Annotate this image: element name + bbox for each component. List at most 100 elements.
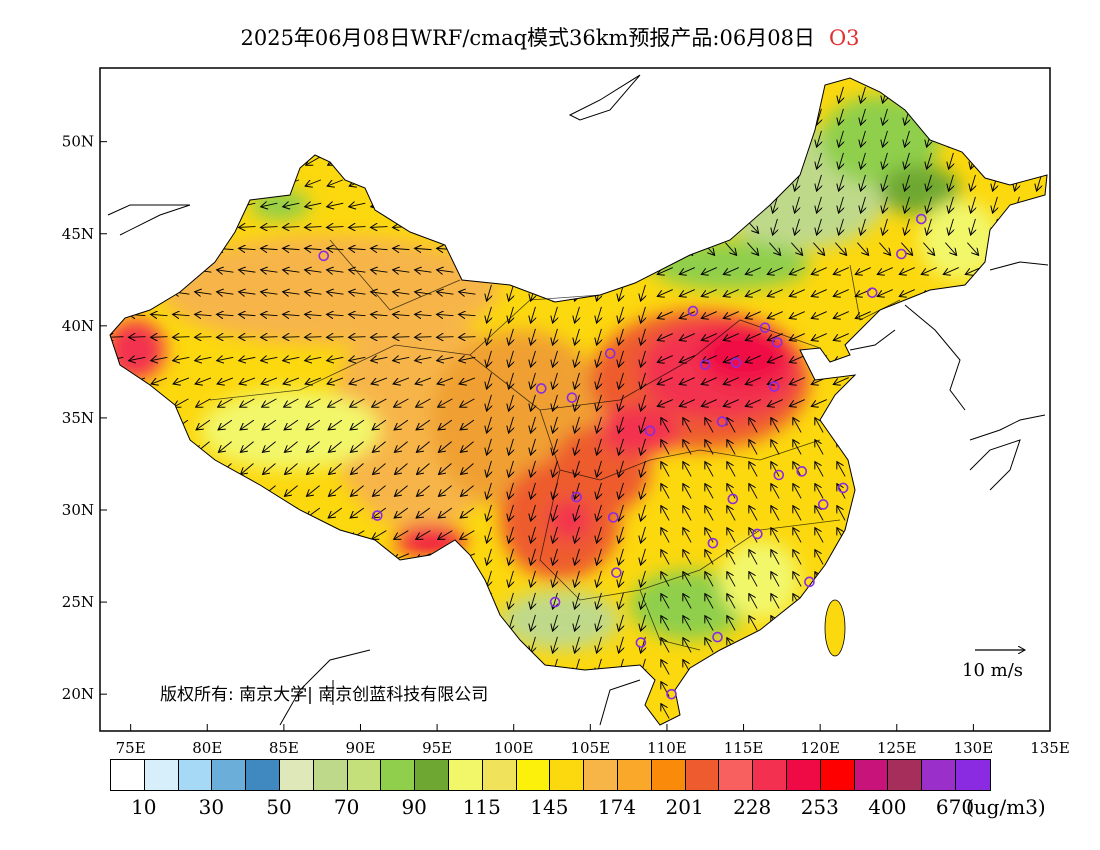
city-marker bbox=[716, 416, 728, 427]
wind-arrow bbox=[723, 267, 739, 275]
wind-arrow bbox=[415, 248, 432, 249]
wind-arrow bbox=[509, 350, 514, 367]
lon-tick-label: 75E bbox=[116, 739, 146, 757]
wind-arrow bbox=[305, 179, 322, 186]
wind-arrow bbox=[991, 462, 1000, 477]
wind-arrow bbox=[531, 130, 536, 147]
wind-arrow bbox=[261, 227, 278, 228]
wind-arrow bbox=[793, 462, 802, 477]
wind-arrow bbox=[987, 355, 1003, 363]
wind-arrow bbox=[328, 111, 342, 123]
wind-arrow bbox=[110, 553, 124, 561]
wind-arrow bbox=[859, 418, 868, 433]
wind-arrow bbox=[283, 337, 300, 338]
wind-arrow bbox=[110, 179, 124, 186]
wind-arrow bbox=[879, 242, 890, 256]
wind-arrow bbox=[553, 196, 558, 213]
city-marker bbox=[635, 637, 647, 648]
wind-arrow bbox=[283, 600, 300, 601]
wind-arrow bbox=[861, 152, 866, 169]
wind-arrow bbox=[575, 240, 580, 257]
legend-color-cell bbox=[753, 760, 787, 790]
wind-arrow bbox=[393, 203, 410, 207]
wind-arrow bbox=[703, 154, 714, 168]
legend-color-cell bbox=[448, 760, 483, 790]
wind-arrow bbox=[553, 350, 558, 367]
wind-arrow bbox=[152, 398, 167, 407]
wind-arrow bbox=[174, 111, 188, 123]
wind-arrow bbox=[949, 130, 954, 147]
wind-arrow bbox=[597, 570, 602, 587]
wind-arrow bbox=[415, 227, 432, 228]
wind-arrow bbox=[881, 660, 890, 675]
wind-arrow bbox=[553, 636, 558, 653]
wind-arrow bbox=[725, 132, 736, 146]
wind-arrow bbox=[659, 242, 670, 256]
wind-arrow bbox=[993, 130, 998, 147]
wind-arrow bbox=[727, 704, 736, 719]
wind-arrow bbox=[509, 460, 514, 477]
legend-label: 400 bbox=[868, 795, 907, 819]
wind-arrow bbox=[925, 704, 934, 719]
wind-arrow bbox=[723, 289, 739, 297]
wind-arrow bbox=[531, 504, 536, 521]
wind-arrow bbox=[130, 398, 145, 407]
wind-arrow bbox=[393, 292, 410, 294]
wind-arrow bbox=[129, 179, 146, 186]
wind-arrow bbox=[285, 89, 298, 100]
wind-arrow bbox=[487, 504, 492, 521]
legend-color-cell bbox=[279, 760, 314, 790]
wind-arrow bbox=[683, 704, 692, 719]
wind-arrow bbox=[903, 550, 912, 565]
wind-arrow bbox=[240, 111, 254, 123]
latitude-axis: 20N 25N 30N 35N 40N 45N 50N bbox=[62, 133, 107, 703]
wind-arrow bbox=[855, 311, 871, 319]
wind-arrow bbox=[531, 548, 536, 565]
wind-arrow bbox=[393, 248, 410, 249]
wind-arrow bbox=[1031, 267, 1047, 275]
wind-arrow bbox=[416, 156, 431, 165]
wind-arrow bbox=[217, 179, 234, 186]
wind-arrow bbox=[393, 270, 410, 272]
wind-arrow bbox=[195, 179, 212, 186]
wind-arrow bbox=[1037, 218, 1042, 235]
wind-arrow bbox=[173, 357, 190, 360]
wind-arrow bbox=[531, 680, 536, 697]
legend-label: 30 bbox=[198, 795, 225, 819]
city-markers bbox=[318, 213, 927, 700]
wind-arrow bbox=[835, 242, 846, 256]
city-marker bbox=[730, 357, 742, 368]
wind-arrow bbox=[703, 198, 714, 212]
wind-arrow bbox=[749, 462, 758, 477]
wind-arrow bbox=[195, 203, 212, 207]
wind-arrow bbox=[597, 394, 602, 411]
wind-arrow bbox=[745, 267, 761, 275]
wind-arrow bbox=[329, 463, 342, 474]
wind-arrow bbox=[393, 600, 410, 601]
wind-arrow bbox=[487, 548, 492, 565]
wind-arrow bbox=[925, 572, 934, 587]
wind-arrow bbox=[487, 262, 492, 279]
wind-arrow bbox=[657, 377, 673, 385]
wind-arrow bbox=[947, 704, 956, 719]
wind-arrow bbox=[1037, 130, 1042, 147]
wind-arrow bbox=[679, 355, 695, 363]
wind-arrow bbox=[372, 156, 387, 165]
wind-arrow bbox=[619, 240, 624, 257]
wind-arrow bbox=[437, 203, 454, 207]
wind-arrow bbox=[965, 399, 981, 407]
wind-arrow bbox=[195, 553, 212, 561]
wind-arrow bbox=[965, 267, 981, 275]
wind-arrow bbox=[327, 553, 344, 561]
wind-arrow bbox=[217, 600, 234, 601]
wind-arrow bbox=[683, 506, 692, 521]
wind-arrow bbox=[218, 133, 233, 144]
wind-arrow bbox=[306, 398, 321, 407]
wind-arrow bbox=[261, 203, 278, 207]
wind-arrow bbox=[553, 614, 558, 631]
city-marker bbox=[644, 425, 656, 437]
wind-arrow bbox=[151, 553, 168, 561]
wind-arrow bbox=[949, 108, 954, 125]
wind-arrow bbox=[597, 482, 602, 499]
wind-arrow bbox=[372, 398, 387, 407]
